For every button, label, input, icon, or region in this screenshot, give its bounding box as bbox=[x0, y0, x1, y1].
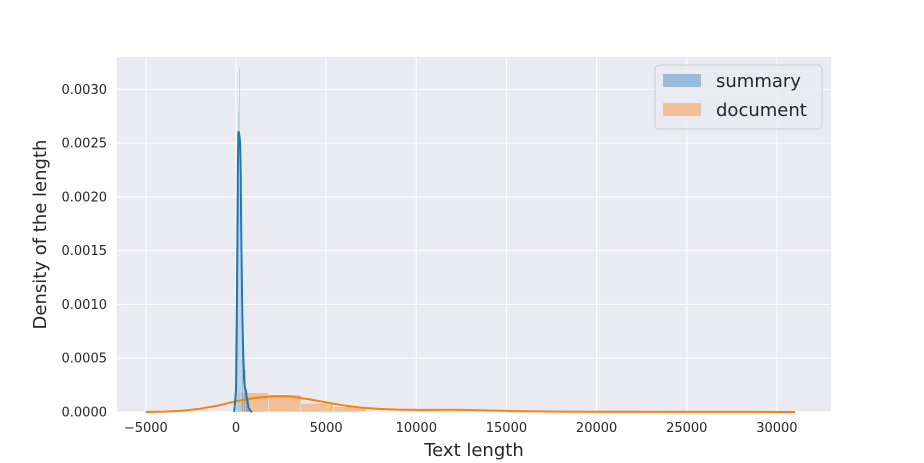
kde-curves bbox=[145, 131, 795, 413]
x-tick-label: 0 bbox=[232, 421, 240, 436]
y-tick-label: 0.0005 bbox=[62, 352, 108, 367]
histogram-bars bbox=[235, 67, 366, 413]
kde-line-summary bbox=[233, 131, 253, 413]
x-tick-labels: −5000 0 5000 10000 15000 20000 25000 30000 bbox=[124, 421, 798, 436]
hist-bar-document bbox=[300, 403, 334, 413]
y-tick-label: 0.0015 bbox=[62, 244, 108, 259]
y-tick-label: 0.0000 bbox=[62, 406, 108, 421]
y-tick-label: 0.0010 bbox=[62, 298, 108, 313]
x-tick-label: 10000 bbox=[396, 421, 437, 436]
x-tick-label: 25000 bbox=[666, 421, 707, 436]
legend-label-summary: summary bbox=[716, 71, 801, 92]
y-tick-labels: 0.0000 0.0005 0.0010 0.0015 0.0020 0.0025 0.00… bbox=[62, 83, 108, 421]
x-tick-label: 15000 bbox=[486, 421, 527, 436]
hist-bar-summary bbox=[239, 67, 241, 413]
y-tick-label: 0.0020 bbox=[62, 190, 108, 205]
legend-swatch-document bbox=[663, 103, 701, 116]
y-axis-label: Density of the length bbox=[30, 140, 51, 330]
x-axis-label: Text length bbox=[423, 440, 524, 461]
y-tick-label: 0.0030 bbox=[62, 83, 108, 98]
x-tick-label: 5000 bbox=[310, 421, 343, 436]
x-tick-label: −5000 bbox=[124, 421, 168, 436]
legend: summary document bbox=[654, 64, 823, 130]
x-tick-label: 30000 bbox=[756, 421, 797, 436]
legend-box bbox=[654, 64, 823, 130]
x-tick-label: 20000 bbox=[576, 421, 617, 436]
legend-label-document: document bbox=[716, 100, 807, 121]
legend-swatch-summary bbox=[663, 74, 701, 87]
y-tick-label: 0.0025 bbox=[62, 137, 108, 152]
